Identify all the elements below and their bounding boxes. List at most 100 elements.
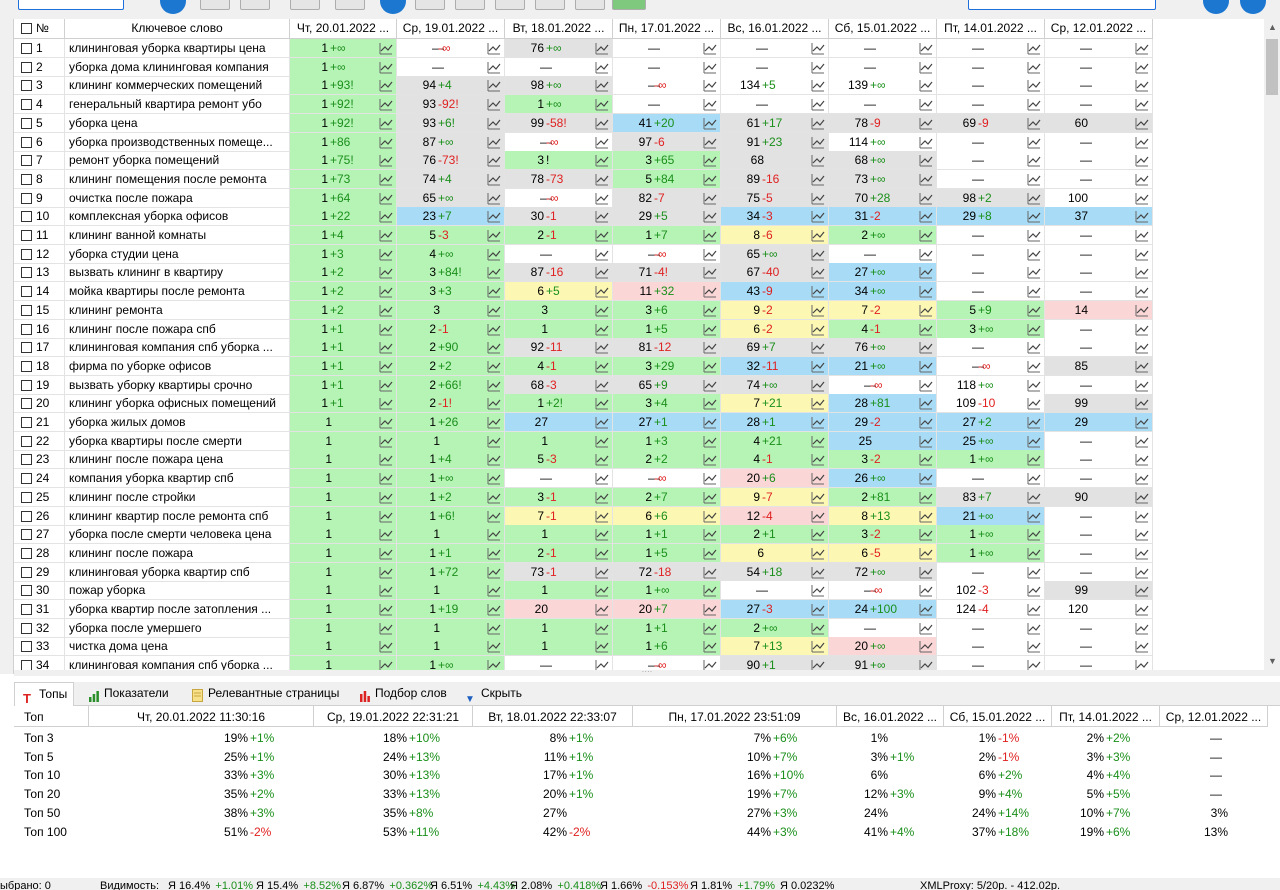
- position-cell[interactable]: —: [721, 581, 829, 601]
- position-cell[interactable]: 7 -1: [505, 506, 613, 526]
- keyword-cell[interactable]: уборка после умершего: [65, 618, 290, 638]
- sparkline-icon[interactable]: [811, 528, 825, 541]
- sparkline-icon[interactable]: [1027, 416, 1041, 429]
- position-cell[interactable]: 3: [397, 300, 505, 320]
- sparkline-icon[interactable]: [595, 229, 609, 242]
- toolbar-select[interactable]: [968, 0, 1156, 10]
- keyword-cell[interactable]: очистка после пожара: [65, 188, 290, 208]
- table-row[interactable]: 21 уборка жилых домов 1 1 +26 27 27 +1 28 +1 29 -2 2…: [14, 413, 1264, 432]
- position-cell[interactable]: 70 +28: [829, 188, 937, 208]
- sparkline-icon[interactable]: [1027, 397, 1041, 410]
- sparkline-icon[interactable]: [379, 173, 393, 186]
- position-cell[interactable]: —: [1045, 39, 1153, 58]
- position-cell[interactable]: 1: [505, 525, 613, 545]
- position-cell[interactable]: 1: [290, 431, 397, 451]
- position-cell[interactable]: 1 +19: [397, 600, 505, 619]
- table-row[interactable]: 24 компания уборка квартир спб 1 1 +∞ — — -∞ 20 +…: [14, 469, 1264, 489]
- position-cell[interactable]: 1 +1: [290, 375, 397, 395]
- position-cell[interactable]: 1 +4: [397, 450, 505, 470]
- position-cell[interactable]: 3 +3: [397, 282, 505, 302]
- toolbar-button-4[interactable]: [335, 0, 365, 10]
- sparkline-icon[interactable]: [595, 640, 609, 653]
- sparkline-icon[interactable]: [595, 584, 609, 597]
- sparkline-icon[interactable]: [811, 266, 825, 279]
- row-select-cell[interactable]: 34: [14, 656, 65, 670]
- row-checkbox[interactable]: [21, 304, 32, 316]
- sparkline-icon[interactable]: [379, 622, 393, 635]
- position-cell[interactable]: 139 +∞: [829, 76, 937, 96]
- sparkline-icon[interactable]: [487, 603, 501, 616]
- position-cell[interactable]: 7 +13: [721, 637, 829, 657]
- position-cell[interactable]: 1: [505, 431, 613, 451]
- position-cell[interactable]: 65 +∞: [397, 188, 505, 208]
- sparkline-icon[interactable]: [595, 472, 609, 485]
- position-cell[interactable]: 1 +22: [290, 207, 397, 227]
- position-cell[interactable]: 37: [1045, 207, 1153, 227]
- sparkline-icon[interactable]: [919, 210, 933, 223]
- position-cell[interactable]: 85: [1045, 356, 1153, 376]
- keyword-cell[interactable]: ремонт уборка помещений: [65, 151, 290, 171]
- sparkline-icon[interactable]: [1135, 117, 1149, 130]
- position-cell[interactable]: 1 +2: [290, 263, 397, 283]
- row-select-cell[interactable]: 14: [14, 282, 65, 302]
- row-select-cell[interactable]: 7: [14, 151, 65, 171]
- position-cell[interactable]: —: [937, 469, 1045, 489]
- summary-header-top[interactable]: Топ: [14, 706, 89, 727]
- sparkline-icon[interactable]: [919, 248, 933, 261]
- sparkline-icon[interactable]: [919, 528, 933, 541]
- keyword-cell[interactable]: клининг после пожара цена: [65, 450, 290, 470]
- row-select-cell[interactable]: 5: [14, 113, 65, 133]
- sparkline-icon[interactable]: [811, 341, 825, 354]
- position-cell[interactable]: 5 +84: [613, 169, 721, 189]
- row-checkbox[interactable]: [21, 510, 32, 522]
- row-checkbox[interactable]: [21, 660, 32, 670]
- position-cell[interactable]: 8 +13: [829, 506, 937, 526]
- sparkline-icon[interactable]: [1027, 79, 1041, 92]
- sparkline-icon[interactable]: [487, 173, 501, 186]
- position-cell[interactable]: 1: [505, 581, 613, 601]
- sparkline-icon[interactable]: [595, 136, 609, 149]
- sparkline-icon[interactable]: [595, 397, 609, 410]
- sparkline-icon[interactable]: [595, 285, 609, 298]
- sparkline-icon[interactable]: [1027, 547, 1041, 560]
- position-cell[interactable]: 27 +∞: [829, 263, 937, 283]
- sparkline-icon[interactable]: [1027, 210, 1041, 223]
- sparkline-icon[interactable]: [1135, 472, 1149, 485]
- sparkline-icon[interactable]: [703, 61, 717, 74]
- position-cell[interactable]: —: [721, 39, 829, 58]
- position-cell[interactable]: 68: [721, 151, 829, 171]
- position-cell[interactable]: 29 +8: [937, 207, 1045, 227]
- position-cell[interactable]: 1 +1: [290, 394, 397, 414]
- sparkline-icon[interactable]: [1135, 266, 1149, 279]
- sparkline-icon[interactable]: [1027, 192, 1041, 205]
- sparkline-icon[interactable]: [703, 341, 717, 354]
- sparkline-icon[interactable]: [703, 192, 717, 205]
- table-row[interactable]: 17 клининговая компания спб уборка ... 1 +1…: [14, 338, 1264, 358]
- sparkline-icon[interactable]: [919, 42, 933, 55]
- sparkline-icon[interactable]: [487, 192, 501, 205]
- sparkline-icon[interactable]: [703, 472, 717, 485]
- position-cell[interactable]: —: [613, 57, 721, 77]
- scroll-thumb[interactable]: [1266, 39, 1278, 95]
- position-cell[interactable]: 20 +∞: [829, 637, 937, 657]
- sparkline-icon[interactable]: [811, 98, 825, 111]
- row-checkbox[interactable]: [21, 192, 32, 204]
- sparkline-icon[interactable]: [487, 323, 501, 336]
- sparkline-icon[interactable]: [487, 547, 501, 560]
- position-cell[interactable]: 1 +64: [290, 188, 397, 208]
- sparkline-icon[interactable]: [487, 154, 501, 167]
- table-row[interactable]: 31 уборка квартир после затопления ... 1 1 +…: [14, 600, 1264, 619]
- position-cell[interactable]: — -∞: [613, 656, 721, 670]
- position-cell[interactable]: 1 +∞: [290, 57, 397, 77]
- position-cell[interactable]: —: [937, 562, 1045, 582]
- sparkline-icon[interactable]: [1135, 397, 1149, 410]
- sparkline-icon[interactable]: [487, 117, 501, 130]
- sparkline-icon[interactable]: [1135, 61, 1149, 74]
- position-cell[interactable]: 99: [1045, 394, 1153, 414]
- position-cell[interactable]: 1: [290, 600, 397, 619]
- sparkline-icon[interactable]: [1135, 584, 1149, 597]
- sparkline-icon[interactable]: [1135, 192, 1149, 205]
- sparkline-icon[interactable]: [703, 248, 717, 261]
- sparkline-icon[interactable]: [487, 528, 501, 541]
- keyword-cell[interactable]: клининг после пожара: [65, 543, 290, 563]
